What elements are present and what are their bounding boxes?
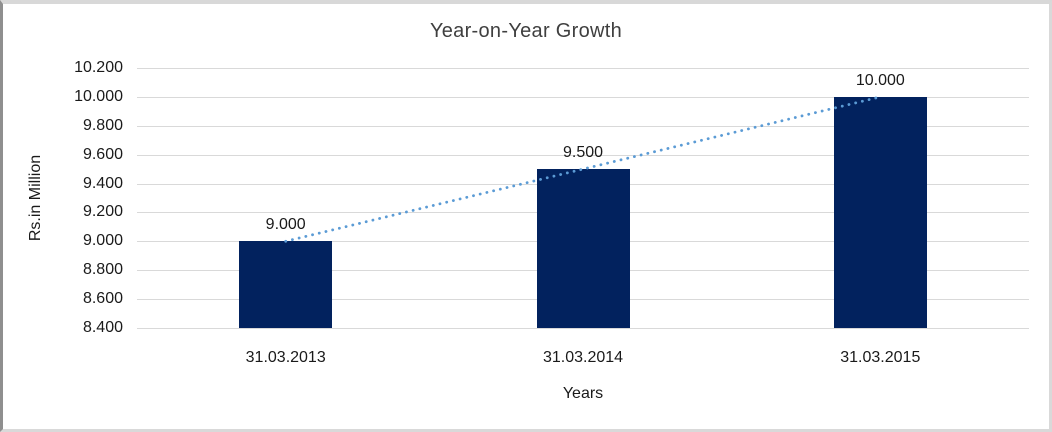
gridline bbox=[137, 126, 1029, 127]
y-tick-label: 9.800 bbox=[82, 117, 123, 134]
trendline bbox=[284, 95, 882, 243]
gridline bbox=[137, 68, 1029, 69]
bar bbox=[239, 241, 333, 328]
bar bbox=[833, 96, 927, 328]
y-tick-label: 10.200 bbox=[74, 59, 123, 76]
x-tick-label: 31.03.2015 bbox=[840, 349, 921, 366]
y-tick-label: 10.000 bbox=[74, 88, 123, 105]
plot-area: 9.000 9.500 10.000 bbox=[137, 68, 1029, 329]
gridline bbox=[137, 97, 1029, 98]
gridline bbox=[137, 328, 1029, 329]
bar-value-label: 9.000 bbox=[265, 216, 306, 234]
y-tick-label: 8.400 bbox=[82, 319, 123, 336]
x-axis-title: Years bbox=[562, 385, 604, 402]
y-tick-label: 9.600 bbox=[82, 146, 123, 163]
x-tick-label: 31.03.2014 bbox=[542, 349, 624, 366]
bar-value-label: 10.000 bbox=[855, 71, 905, 89]
y-axis-title: Rs.in Million bbox=[27, 154, 44, 242]
y-tick-label: 9.400 bbox=[82, 175, 123, 192]
y-tick-label: 9.000 bbox=[82, 232, 123, 249]
x-tick-label: 31.03.2013 bbox=[245, 349, 326, 366]
trendline-svg bbox=[284, 95, 882, 243]
chart-title: Year-on-Year Growth bbox=[429, 20, 623, 42]
y-tick-label: 9.200 bbox=[82, 203, 123, 220]
y-tick-label: 8.800 bbox=[82, 261, 123, 278]
y-tick-label: 8.600 bbox=[82, 290, 123, 307]
bar-value-label: 9.500 bbox=[562, 144, 604, 162]
gridline bbox=[137, 155, 1029, 156]
bar bbox=[536, 169, 630, 328]
